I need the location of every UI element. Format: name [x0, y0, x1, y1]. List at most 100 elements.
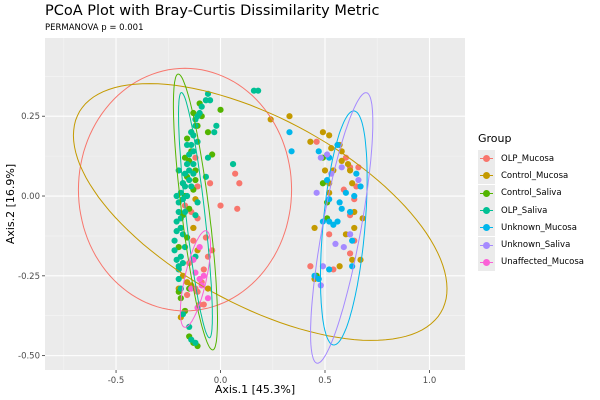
data-point-unknown-saliva [332, 240, 339, 248]
ellipse-olp-mucosa [77, 67, 293, 312]
data-point-olp-saliva [179, 311, 187, 318]
data-point-olp-mucosa [234, 205, 241, 212]
x-tick-label: 1.0 [423, 376, 437, 386]
grid-major [45, 38, 465, 370]
data-point-unknown-mucosa [334, 218, 341, 225]
data-point-unknown-mucosa [346, 208, 354, 216]
legend-label: Unknown_Saliva [501, 240, 571, 251]
data-point-olp-saliva [188, 183, 195, 190]
legend-label: OLP_Saliva [501, 205, 548, 216]
data-point-control-mucosa [349, 256, 356, 263]
data-point-control-saliva [217, 106, 224, 113]
data-point-olp-saliva [206, 97, 214, 104]
x-tick-label: -0.5 [108, 376, 125, 386]
ellipse-control-saliva [172, 73, 218, 351]
data-point-unknown-mucosa [288, 148, 295, 155]
legend-key-icon [478, 236, 495, 254]
data-point-unknown-mucosa [336, 199, 343, 206]
data-point-olp-mucosa [232, 170, 239, 177]
legend-item-unknown-mucosa: Unknown_Mucosa [478, 219, 584, 237]
data-point-olp-saliva [204, 154, 212, 161]
data-point-unknown-saliva [313, 189, 320, 196]
data-point-unaffected-mucosa [196, 243, 203, 251]
y-tick-label: 0.00 [21, 192, 40, 202]
data-point-unknown-mucosa [338, 205, 345, 212]
legend-label: Control_Mucosa [501, 170, 569, 181]
data-point-control-mucosa [319, 129, 327, 136]
data-point-olp-saliva [190, 170, 197, 177]
legend-items: OLP_Mucosa Control_Mucosa Control_Saliva OL… [478, 150, 584, 271]
data-point-unknown-mucosa [349, 237, 356, 244]
legend-item-control-saliva: Control_Saliva [478, 184, 584, 202]
x-tick-label: 0.0 [214, 376, 228, 386]
data-point-unknown-saliva [319, 263, 327, 270]
data-point-olp-saliva [171, 237, 178, 244]
data-point-olp-saliva [186, 176, 193, 184]
legend-key-icon [478, 202, 495, 220]
data-point-olp-mucosa [206, 180, 214, 187]
data-point-unknown-saliva [340, 243, 347, 251]
x-tick-label: 0.5 [318, 376, 332, 386]
data-point-olp-saliva [183, 141, 191, 149]
data-point-olp-saliva [190, 148, 197, 155]
data-point-unknown-saliva [355, 176, 362, 184]
legend-key-icon [478, 253, 495, 271]
data-point-olp-saliva [177, 224, 184, 232]
legend: Group OLP_Mucosa Control_Mucosa Control_Sa… [478, 132, 584, 271]
data-point-unknown-mucosa [326, 266, 333, 273]
data-point-control-saliva [192, 176, 199, 184]
data-point-control-mucosa [349, 180, 356, 187]
data-point-olp-mucosa [346, 250, 354, 257]
data-point-unknown-saliva [338, 164, 345, 171]
data-point-control-mucosa [338, 157, 345, 165]
data-point-unaffected-mucosa [200, 272, 207, 279]
x-axis-title: Axis.1 [45.3%] [215, 383, 295, 396]
legend-item-control-mucosa: Control_Mucosa [478, 167, 584, 185]
legend-key-icon [478, 167, 495, 185]
data-point-olp-saliva [179, 259, 187, 267]
data-point-unknown-mucosa [353, 170, 360, 177]
legend-key-icon [478, 150, 495, 168]
chart-subtitle: PERMANOVA p = 0.001 [45, 23, 144, 33]
data-point-olp-saliva [190, 160, 197, 168]
data-point-control-saliva [204, 129, 212, 136]
y-tick-label: 0.25 [21, 112, 40, 122]
legend-item-olp-saliva: OLP_Saliva [478, 202, 584, 220]
legend-label: OLP_Mucosa [501, 153, 555, 164]
legend-item-unaffected-mucosa: Unaffected_Mucosa [478, 253, 584, 271]
data-point-control-mucosa [183, 279, 191, 286]
data-point-control-mucosa [286, 113, 293, 120]
data-point-olp-saliva [175, 275, 182, 283]
data-point-control-mucosa [351, 224, 358, 232]
data-point-olp-saliva [192, 339, 199, 346]
data-point-olp-saliva [211, 129, 218, 136]
data-point-olp-saliva [171, 247, 178, 254]
data-point-olp-saliva [181, 208, 189, 216]
chart-title: PCoA Plot with Bray-Curtis Dissimilarity… [45, 3, 380, 19]
data-point-control-mucosa [321, 167, 329, 174]
data-point-olp-mucosa [200, 266, 207, 273]
ellipse-unknown-saliva [310, 92, 374, 364]
data-point-olp-mucosa [326, 231, 333, 238]
y-tick-label: -0.50 [18, 352, 40, 362]
y-axis: 0.25 0.00 -0.25 -0.50 [18, 112, 45, 362]
legend-item-unknown-saliva: Unknown_Saliva [478, 236, 584, 254]
x-axis: -0.5 0.0 0.5 1.0 [108, 370, 436, 386]
data-point-olp-mucosa [236, 180, 243, 187]
data-point-control-mucosa [311, 224, 318, 232]
data-point-control-mucosa [190, 224, 197, 232]
data-point-olp-mucosa [307, 263, 314, 270]
ellipse-olp-saliva [177, 92, 213, 339]
data-point-unknown-saliva [323, 151, 331, 158]
data-point-olp-saliva [183, 192, 191, 200]
data-point-control-mucosa [307, 138, 314, 145]
data-point-olp-saliva [186, 323, 193, 331]
data-point-control-mucosa [346, 167, 354, 174]
legend-title: Group [478, 132, 512, 145]
data-point-olp-saliva [183, 160, 191, 168]
data-point-olp-saliva [196, 109, 203, 117]
data-point-unknown-mucosa [342, 189, 349, 196]
data-point-unknown-mucosa [357, 183, 364, 190]
data-point-olp-saliva [213, 122, 220, 129]
